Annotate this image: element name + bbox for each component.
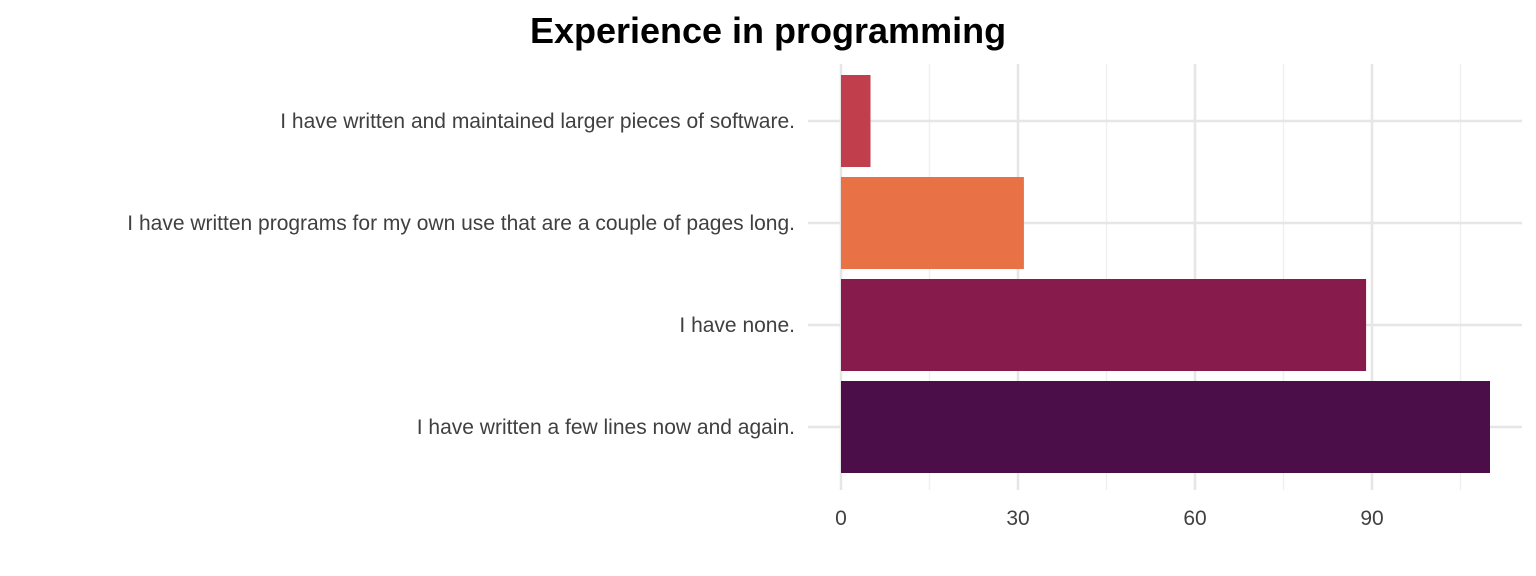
x-tick-label: 0 <box>835 507 847 530</box>
category-label: I have none. <box>679 314 795 337</box>
bar <box>841 177 1024 269</box>
category-label: I have written a few lines now and again… <box>417 416 795 439</box>
x-axis-ticks: 0 30 60 90 <box>835 507 1384 530</box>
bars <box>841 75 1490 473</box>
chart-title: Experience in programming <box>530 10 1006 51</box>
bar <box>841 381 1490 473</box>
bar <box>841 279 1367 371</box>
bar <box>841 75 871 167</box>
category-labels: I have written and maintained larger pie… <box>127 110 795 439</box>
x-tick-label: 60 <box>1183 507 1206 530</box>
x-tick-label: 30 <box>1006 507 1029 530</box>
category-label: I have written programs for my own use t… <box>127 212 795 235</box>
x-tick-label: 90 <box>1360 507 1383 530</box>
category-label: I have written and maintained larger pie… <box>280 110 795 133</box>
